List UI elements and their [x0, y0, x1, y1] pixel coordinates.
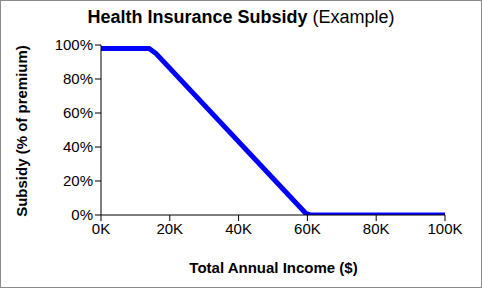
html-text:Health Insurance Subsidy (Exam: Health Insurance Subsidy (Example) — [87, 7, 395, 27]
svg-text:20%: 20% — [63, 172, 93, 189]
svg-text:40K: 40K — [225, 220, 252, 237]
svg-text:20K: 20K — [156, 220, 183, 237]
svg-text:80%: 80% — [63, 70, 93, 87]
svg-text:100K: 100K — [427, 220, 462, 237]
svg-text:0K: 0K — [92, 220, 110, 237]
svg-text:80K: 80K — [363, 220, 390, 237]
svg-text:40%: 40% — [63, 138, 93, 155]
svg-text:0%: 0% — [71, 206, 93, 223]
svg-text:60K: 60K — [294, 220, 321, 237]
html-text:Subsidy (% of premium): Subsidy (% of premium) — [12, 45, 30, 217]
svg-text:60%: 60% — [63, 104, 93, 121]
html-text:Total Annual Income ($): Total Annual Income ($) — [189, 259, 358, 276]
svg-text:100%: 100% — [55, 36, 93, 53]
